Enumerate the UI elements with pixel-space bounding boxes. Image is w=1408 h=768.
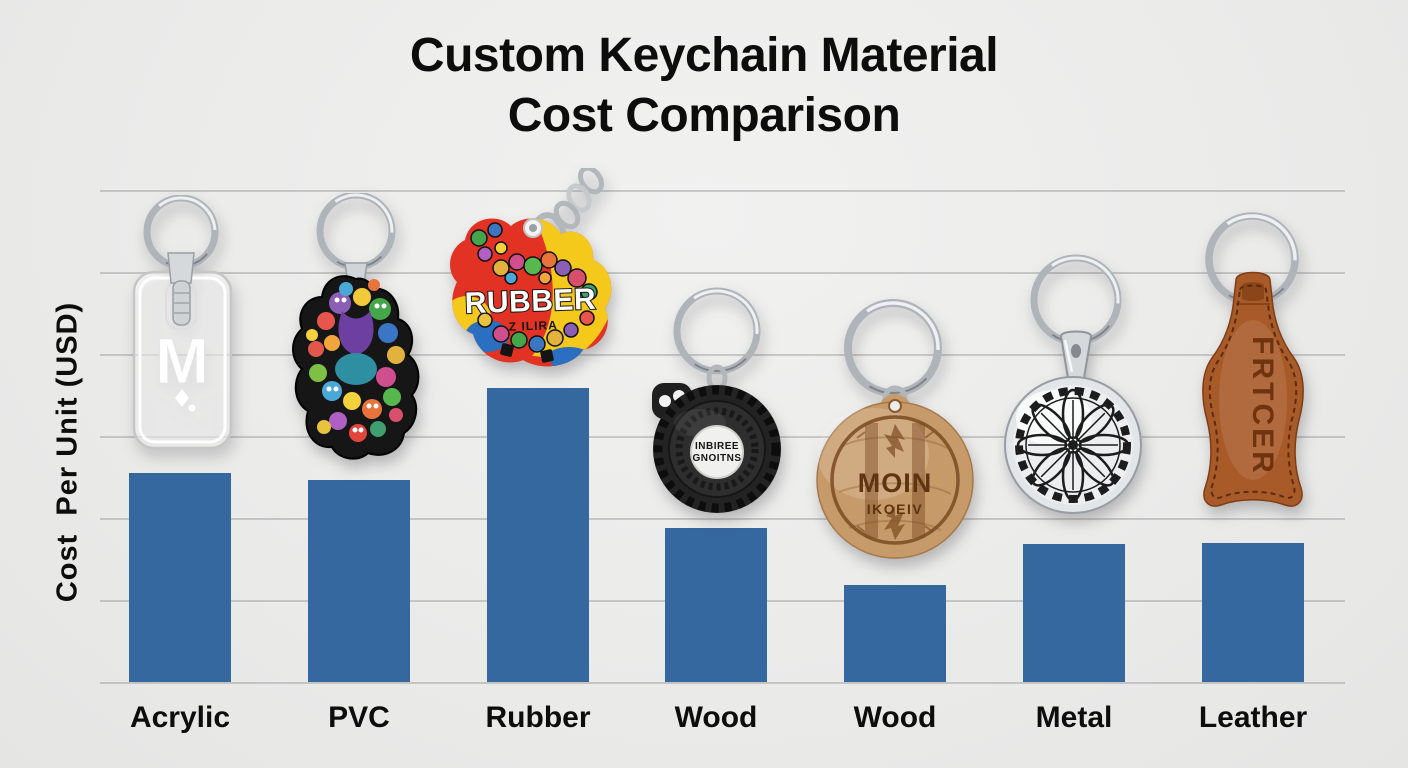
pvc-keychain-image bbox=[292, 193, 420, 460]
tire-charm-body: INBIREE GNOITNS bbox=[653, 385, 781, 513]
bar-wood-3 bbox=[665, 528, 767, 682]
bar-wood-4 bbox=[844, 585, 946, 682]
x-label-leather-6: Leather bbox=[1198, 701, 1308, 734]
eyelet bbox=[523, 218, 543, 238]
y-axis-label: Cost Per Unit (USD) bbox=[51, 301, 84, 603]
metal-clasp bbox=[167, 252, 195, 326]
chart-title-line2: Cost Comparison bbox=[507, 89, 901, 143]
svg-text:RUBBER: RUBBER bbox=[464, 283, 596, 321]
split-ring-icon bbox=[673, 287, 761, 375]
x-axis-line bbox=[100, 682, 1345, 684]
x-label-rubber-2: Rubber bbox=[485, 701, 591, 734]
svg-text:IKOEIV: IKOEIV bbox=[867, 501, 923, 517]
metal-keychain-image bbox=[1004, 254, 1142, 514]
svg-text:FRTCER: FRTCER bbox=[1246, 336, 1279, 476]
gridline bbox=[100, 190, 1345, 192]
wood-keychain-image: MOIN IKOEIV bbox=[816, 299, 974, 559]
bar-rubber-2 bbox=[487, 388, 589, 682]
x-label-wood-4: Wood bbox=[853, 701, 937, 734]
x-label-acrylic-0: Acrylic bbox=[129, 701, 231, 734]
svg-text:Z ILIRA: Z ILIRA bbox=[509, 318, 558, 334]
tire-keychain-image: INBIREE GNOITNS bbox=[652, 287, 781, 513]
stitching bbox=[1208, 284, 1298, 499]
leather-keychain-image: FRTCER bbox=[1202, 212, 1304, 507]
bar-acrylic-0 bbox=[129, 473, 231, 682]
rubber-charm-text: RUBBER Z ILIRA bbox=[463, 282, 597, 334]
monogram: M bbox=[155, 325, 209, 412]
x-label-metal-5: Metal bbox=[1035, 701, 1113, 734]
svg-text:MOIN: MOIN bbox=[858, 468, 933, 498]
rubber-keychain-image: RUBBER Z ILIRA bbox=[450, 168, 612, 367]
gridline bbox=[100, 272, 1345, 274]
gridline bbox=[100, 518, 1345, 520]
wood-disc bbox=[816, 394, 974, 559]
bar-metal-5 bbox=[1023, 544, 1125, 682]
bar-pvc-1 bbox=[308, 480, 410, 682]
x-label-pvc-1: PVC bbox=[328, 701, 390, 734]
bar-leather-6 bbox=[1202, 543, 1304, 682]
acrylic-keychain-image: M bbox=[132, 195, 233, 450]
chart-title: Custom Keychain Material Cost Comparison bbox=[0, 26, 1408, 147]
svg-text:INBIREE: INBIREE bbox=[695, 441, 739, 452]
leather-fob: FRTCER bbox=[1202, 271, 1304, 507]
svg-text:M: M bbox=[155, 325, 208, 397]
chart-title-line1: Custom Keychain Material bbox=[409, 29, 999, 82]
svg-text:GNOITNS: GNOITNS bbox=[692, 453, 741, 464]
doodle-pattern bbox=[306, 279, 405, 442]
split-ring-icon bbox=[844, 299, 942, 397]
bail-clasp bbox=[1059, 330, 1093, 379]
wood-engraving: MOIN IKOEIV bbox=[830, 415, 960, 545]
x-label-wood-3: Wood bbox=[674, 701, 758, 734]
metal-medallion bbox=[1004, 376, 1142, 514]
gridline bbox=[100, 354, 1345, 356]
